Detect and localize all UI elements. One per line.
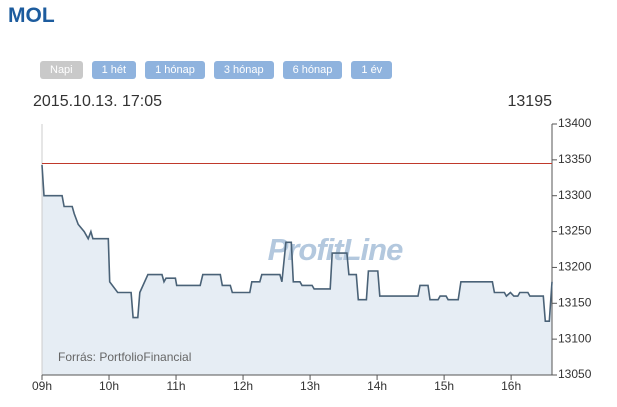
range-button[interactable]: 3 hónap bbox=[213, 61, 274, 79]
source: Forrás: PortfolioFinancial bbox=[58, 350, 191, 364]
x-tick-label: 13h bbox=[300, 379, 320, 393]
y-tick-label: 13350 bbox=[558, 152, 592, 166]
range-button[interactable]: 1 hónap bbox=[145, 61, 205, 79]
x-tick-label: 10h bbox=[99, 379, 119, 393]
area bbox=[42, 164, 552, 375]
y-tick-label: 13200 bbox=[558, 260, 592, 274]
price-line bbox=[41, 164, 553, 322]
x-tick-label: 09h bbox=[32, 379, 52, 393]
y-tick-label: 13150 bbox=[558, 295, 592, 309]
y-tick-label: 13300 bbox=[558, 188, 592, 202]
watermark: ProfitLine bbox=[268, 232, 403, 267]
y-tick-label: 13100 bbox=[558, 331, 592, 345]
y-tick-label: 13400 bbox=[558, 116, 592, 130]
timestamp: 2015.10.13. 17:05 bbox=[33, 93, 162, 110]
title: MOL bbox=[8, 4, 55, 27]
range-button[interactable]: 1 hét bbox=[91, 61, 137, 79]
last-price: 13195 bbox=[508, 93, 553, 110]
x-tick-label: 11h bbox=[166, 379, 185, 393]
range-buttons: Napi 1 hét 1 hónap 3 hónap 6 hónap 1 év bbox=[40, 61, 393, 79]
range-button[interactable]: Napi bbox=[40, 61, 83, 79]
y-tick-label: 13250 bbox=[558, 224, 592, 238]
x-tick-label: 14h bbox=[367, 379, 387, 393]
y-tick-label: 13050 bbox=[558, 367, 592, 381]
range-button[interactable]: 6 hónap bbox=[282, 61, 343, 79]
range-button[interactable]: 1 év bbox=[351, 61, 393, 79]
x-tick-label: 16h bbox=[501, 379, 521, 393]
x-tick-label: 15h bbox=[434, 379, 454, 393]
x-tick-label: 12h bbox=[233, 379, 253, 393]
